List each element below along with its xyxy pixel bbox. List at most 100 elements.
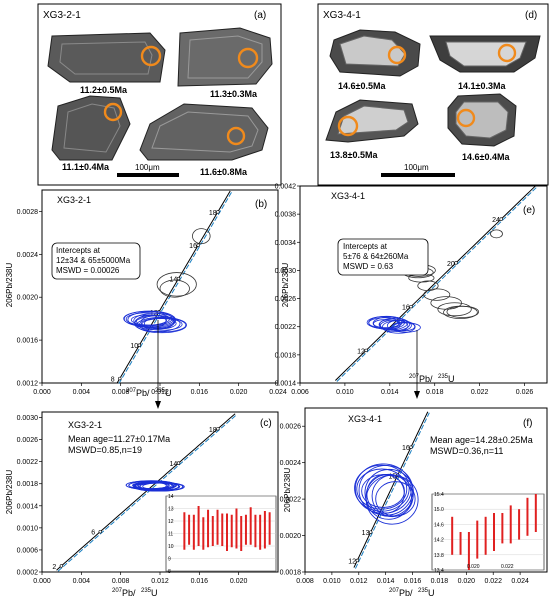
age-marker bbox=[59, 564, 64, 568]
plot-letter: (b) bbox=[255, 199, 267, 210]
y-tick-label: 0.0022 bbox=[275, 324, 297, 331]
panel-a-letter: (a) bbox=[254, 10, 266, 21]
y-axis-label: 206Pb/238U bbox=[5, 470, 14, 515]
y-axis-label: 206Pb/238U bbox=[5, 263, 14, 308]
y-tick-label: 0.0024 bbox=[280, 460, 302, 467]
analysis-spot bbox=[140, 45, 162, 67]
y-tick-label: 0.0018 bbox=[17, 481, 39, 488]
inset-tick-label: 11 bbox=[168, 532, 173, 538]
x-tick-label: 0.018 bbox=[426, 389, 444, 396]
plot-data: 12 13 15 16 bbox=[348, 411, 430, 569]
age-label: 6 bbox=[91, 530, 95, 537]
grain-age: 11.3±0.3Ma bbox=[210, 89, 258, 99]
error-ellipse bbox=[141, 318, 183, 331]
discordia-line bbox=[118, 191, 233, 384]
weighted-mean-inset: 15.4 15.0 14.6 14.2 13.8 13.4 0.020 0.022 bbox=[431, 492, 545, 574]
error-ellipse bbox=[490, 229, 503, 239]
y-axis-label: 206Pb/238U bbox=[283, 468, 292, 513]
error-ellipse bbox=[391, 322, 421, 333]
x-label-text: U bbox=[151, 588, 158, 598]
annotation-line: Intercepts at bbox=[343, 242, 388, 251]
panel-a: XG3-2-1 (a) 11.2±0.5Ma 11.3±0.3Ma 11.1±0… bbox=[37, 3, 282, 186]
annotation-box bbox=[337, 238, 429, 276]
inset-tick-label: 14 bbox=[168, 494, 174, 500]
x-tick-label: 0.000 bbox=[33, 389, 51, 396]
y-tick-label: 0.0020 bbox=[17, 295, 39, 302]
x-label-sup: 207 bbox=[409, 374, 420, 380]
x-tick-label: 0.024 bbox=[511, 578, 529, 585]
y-tick-label: 0.0014 bbox=[275, 381, 297, 388]
age-label: 10 bbox=[130, 343, 138, 350]
plot-title: XG3-2-1 bbox=[68, 420, 102, 430]
x-tick-label: 0.016 bbox=[404, 578, 422, 585]
analysis-spot bbox=[237, 47, 259, 69]
x-tick-label: 0.014 bbox=[381, 389, 399, 396]
age-label: 12 bbox=[357, 348, 365, 355]
error-ellipse bbox=[437, 302, 472, 317]
inset-tick-label: 10 bbox=[168, 544, 174, 550]
x-tick-label: 0.024 bbox=[269, 389, 287, 396]
x-label-sup: 207 bbox=[112, 588, 123, 594]
plot-letter: (f) bbox=[523, 418, 532, 429]
x-tick-label: 0.008 bbox=[112, 578, 130, 585]
y-tick-label: 0.0026 bbox=[275, 296, 297, 303]
analysis-spot bbox=[456, 108, 476, 128]
inset-tick-label: 12 bbox=[168, 519, 174, 525]
annotation-line: Mean age=14.28±0.25Ma bbox=[430, 435, 533, 445]
x-label-sup: 235 bbox=[438, 374, 449, 380]
error-ellipse bbox=[371, 474, 414, 518]
x-axis-label: 207 Pb/ 235 U bbox=[126, 388, 172, 398]
inset-tick-label: 9 bbox=[168, 557, 171, 563]
grain-age: 11.1±0.4Ma bbox=[62, 162, 110, 172]
connector-arrow bbox=[155, 320, 161, 409]
inset-tick-label: 14.6 bbox=[434, 522, 444, 528]
y-tick-label: 0.0018 bbox=[280, 570, 302, 577]
age-marker bbox=[216, 427, 220, 431]
y-tick-label: 0.0016 bbox=[17, 338, 39, 345]
x-tick-label: 0.008 bbox=[112, 389, 130, 396]
zircon-grain bbox=[177, 27, 273, 87]
x-tick-label: 0.010 bbox=[323, 578, 341, 585]
annotation-line: MSWD = 0.00026 bbox=[56, 266, 120, 275]
age-label: 14 bbox=[170, 461, 178, 468]
x-axis: 0.000 0.004 0.008 0.012 0.016 0.020 bbox=[33, 572, 248, 585]
age-label: 2 bbox=[52, 564, 56, 571]
grain-age: 14.6±0.4Ma bbox=[462, 152, 510, 162]
age-label: 16 bbox=[402, 445, 410, 452]
y-tick-label: 0.0012 bbox=[17, 381, 39, 388]
x-tick-label: 0.026 bbox=[516, 389, 534, 396]
concordia-curve bbox=[56, 413, 236, 571]
x-axis-label: 207 Pb/ 235 U bbox=[112, 588, 158, 598]
age-label: 16 bbox=[189, 243, 197, 250]
age-label: 20 bbox=[447, 261, 455, 268]
age-label: 18 bbox=[209, 210, 217, 217]
error-ellipse bbox=[361, 474, 405, 508]
age-marker bbox=[176, 461, 181, 465]
y-tick-label: 0.0014 bbox=[17, 503, 39, 510]
grain-age: 11.2±0.5Ma bbox=[80, 85, 128, 95]
y-axis: 0.0012 0.0016 0.0020 0.0024 0.0028 bbox=[17, 209, 42, 388]
weighted-mean-inset: 14 13 12 11 10 9 8 bbox=[165, 494, 277, 575]
inset-x-tick-label: 0.022 bbox=[501, 564, 514, 570]
discordia-line bbox=[336, 186, 538, 382]
age-marker bbox=[364, 348, 368, 353]
scale-label: 100μm bbox=[404, 163, 429, 172]
x-tick-label: 0.020 bbox=[458, 578, 476, 585]
y-tick-label: 0.0010 bbox=[17, 525, 39, 532]
annotation-line: Intercepts at bbox=[56, 246, 101, 255]
analysis-spot bbox=[103, 102, 123, 122]
analysis-spot bbox=[226, 126, 246, 146]
zircon-zoning bbox=[337, 105, 409, 135]
concordia-plot-e: XG3-4-1 (e) 0.006 0.010 0.014 0.018 0.022 0.0… bbox=[275, 184, 548, 396]
y-tick-label: 0.0034 bbox=[275, 240, 297, 247]
x-tick-label: 0.020 bbox=[230, 389, 248, 396]
error-ellipse bbox=[417, 280, 439, 292]
inset-tick-label: 13.8 bbox=[434, 553, 444, 559]
error-ellipse bbox=[423, 288, 451, 301]
x-tick-label: 0.012 bbox=[151, 578, 169, 585]
x-label-text: U bbox=[448, 374, 455, 384]
y-axis: 0.0018 0.0020 0.0022 0.0024 0.0026 bbox=[280, 424, 305, 577]
x-tick-label: 0.014 bbox=[377, 578, 395, 585]
plot-title: XG3-4-1 bbox=[348, 414, 382, 424]
